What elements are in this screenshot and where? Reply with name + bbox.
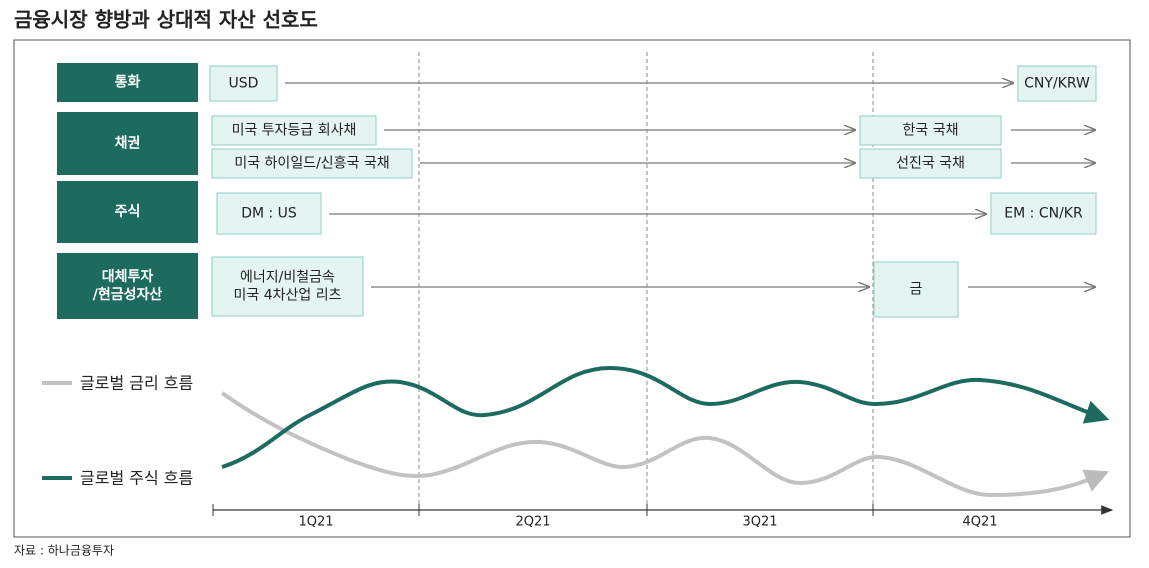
category-label: 대체투자 xyxy=(102,269,154,285)
quarter-label: 2Q21 xyxy=(515,515,550,530)
asset-box xyxy=(211,256,364,317)
category-header xyxy=(57,112,198,175)
frame xyxy=(13,39,1131,538)
asset-label: CNY/KRW xyxy=(1024,76,1090,92)
flow-curves xyxy=(220,365,1110,498)
time-axis: 1Q21 2Q21 3Q21 4Q21 xyxy=(212,504,1114,530)
asset-label: 한국 국채 xyxy=(903,123,959,139)
asset-box xyxy=(211,115,377,146)
rate-curve xyxy=(220,391,1110,498)
category-header xyxy=(57,181,198,243)
asset-label: EM : CN/KR xyxy=(1004,206,1083,222)
asset-box xyxy=(990,192,1097,235)
asset-label: 에너지/비철금속 xyxy=(240,270,335,286)
asset-label: 선진국 국채 xyxy=(896,156,965,172)
asset-label: 미국 하이일드/신흥국 국채 xyxy=(234,156,389,172)
asset-box xyxy=(859,148,1002,179)
asset-box xyxy=(209,65,278,102)
quarter-dividers xyxy=(418,52,874,510)
asset-label: 미국 투자등급 회사채 xyxy=(232,123,357,139)
asset-box xyxy=(859,115,1002,146)
asset-box xyxy=(216,192,322,235)
quarter-label: 4Q21 xyxy=(962,515,997,530)
quarter-label: 3Q21 xyxy=(742,515,777,530)
category-label: 채권 xyxy=(115,136,141,152)
asset-label: DM : US xyxy=(241,206,297,222)
asset-box xyxy=(1017,65,1097,102)
legend-label: 글로벌 금리 흐름 xyxy=(80,374,193,393)
category-header xyxy=(57,253,198,319)
asset-box xyxy=(873,261,959,318)
asset-label: 금 xyxy=(910,282,923,298)
asset-label: 미국 4차산업 리츠 xyxy=(234,288,342,304)
title: 금융시장 향방과 상대적 자산 선호도 xyxy=(14,8,318,32)
legend: 글로벌 금리 흐름 글로벌 주식 흐름 xyxy=(42,374,193,488)
category-label: 통화 xyxy=(115,75,141,91)
equity-curve xyxy=(221,365,1110,469)
category-header xyxy=(57,63,198,102)
category-label: 주식 xyxy=(115,204,141,220)
category-label: /현금성자산 xyxy=(93,286,163,303)
asset-box xyxy=(211,148,413,179)
asset-label: USD xyxy=(229,76,259,92)
quarter-label: 1Q21 xyxy=(298,515,333,530)
source: 자료 : 하나금융투자 xyxy=(14,544,114,558)
legend-label: 글로벌 주식 흐름 xyxy=(80,469,193,488)
